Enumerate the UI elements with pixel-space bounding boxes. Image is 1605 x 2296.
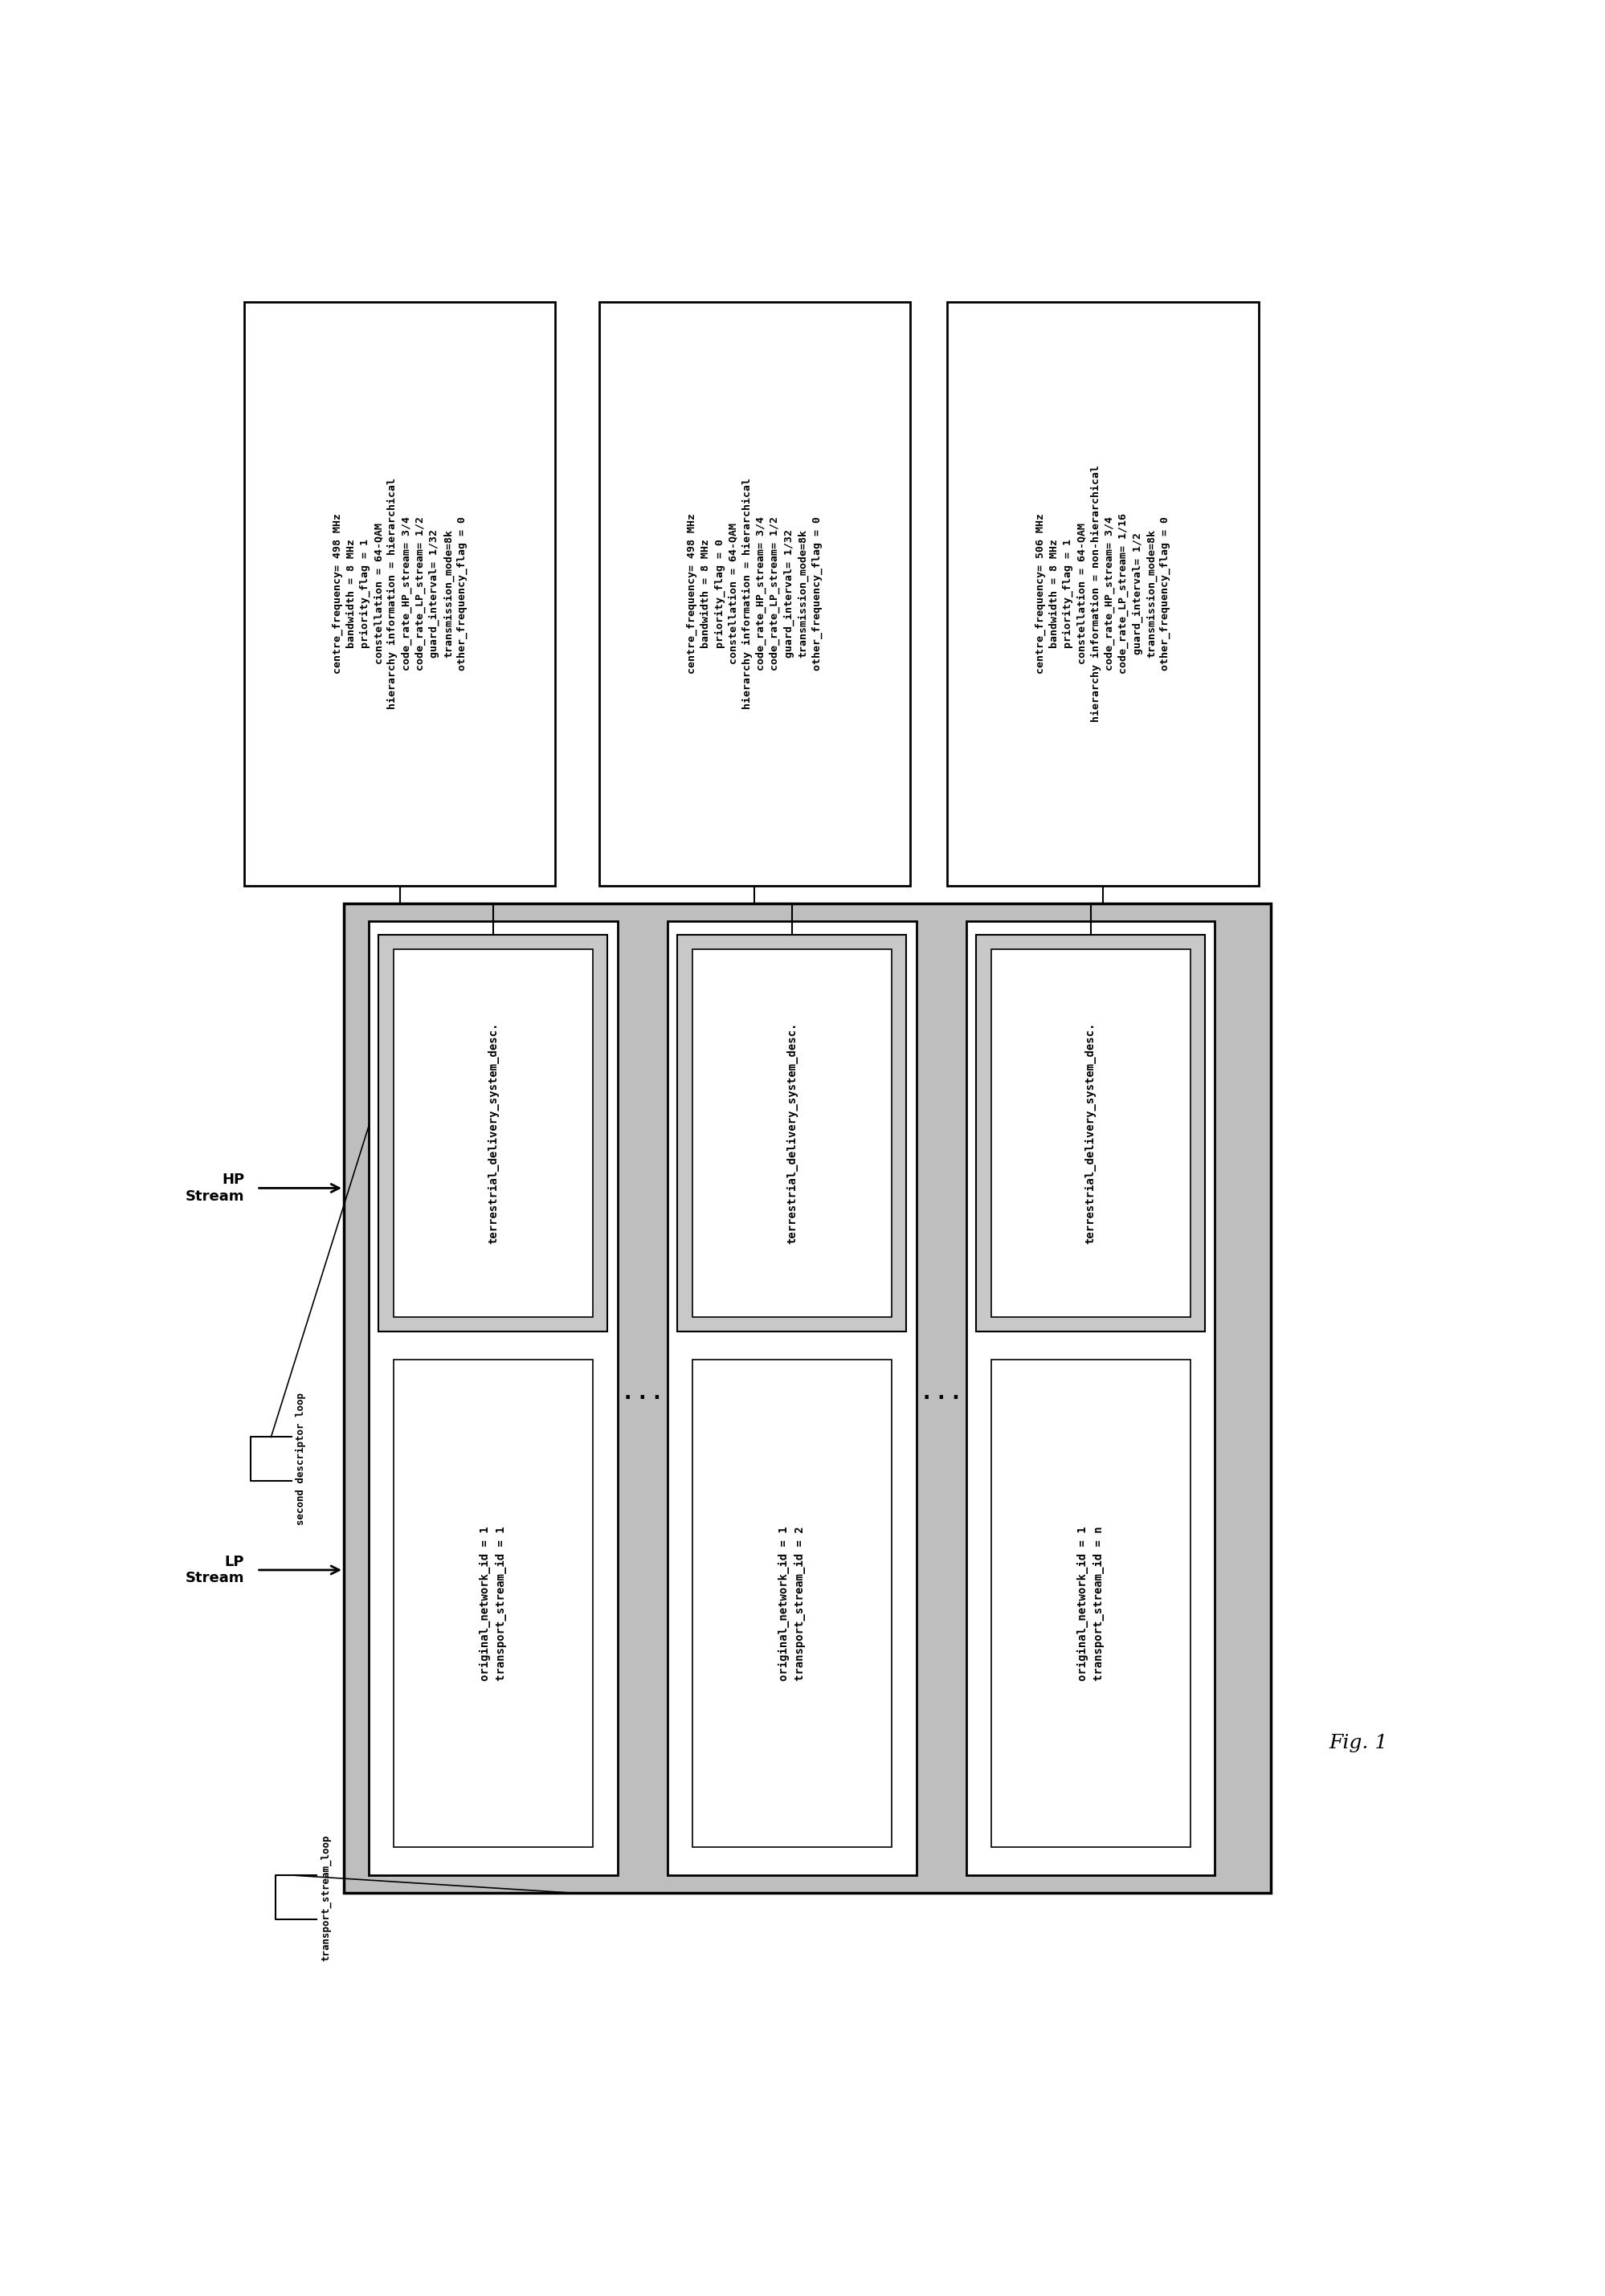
Bar <box>393 1359 592 1848</box>
Bar <box>677 934 905 1332</box>
Text: original_network_id = 1
transport_stream_id = 2: original_network_id = 1 transport_stream… <box>778 1527 806 1681</box>
Bar <box>990 948 1189 1318</box>
Text: second descriptor loop: second descriptor loop <box>295 1394 305 1525</box>
Bar <box>379 934 607 1332</box>
Text: centre_frequency= 498 MHz
bandwidth = 8 MHz
priority_flag = 0
constellation = 64: centre_frequency= 498 MHz bandwidth = 8 … <box>687 478 822 709</box>
Text: HP
Stream: HP Stream <box>185 1173 244 1203</box>
Text: · · ·: · · · <box>624 1389 661 1407</box>
Bar <box>990 1359 1189 1848</box>
Bar <box>369 921 618 1876</box>
Bar <box>966 921 1215 1876</box>
Bar <box>947 303 1258 886</box>
Text: original_network_id = 1
transport_stream_id = 1: original_network_id = 1 transport_stream… <box>480 1527 507 1681</box>
Text: centre_frequency= 506 MHz
bandwidth = 8 MHz
priority_flag = 1
constellation = 64: centre_frequency= 506 MHz bandwidth = 8 … <box>1035 466 1170 723</box>
Text: · · ·: · · · <box>923 1389 960 1407</box>
Text: transport_stream_loop: transport_stream_loop <box>319 1835 331 1961</box>
Text: terrestrial_delivery_system_desc.: terrestrial_delivery_system_desc. <box>488 1022 499 1244</box>
Text: centre_frequency= 498 MHz
bandwidth = 8 MHz
priority_flag = 1
constellation = 64: centre_frequency= 498 MHz bandwidth = 8 … <box>332 478 467 709</box>
Text: terrestrial_delivery_system_desc.: terrestrial_delivery_system_desc. <box>1085 1022 1096 1244</box>
Bar <box>668 921 916 1876</box>
Bar <box>692 1359 891 1848</box>
Bar <box>244 303 555 886</box>
Text: Fig. 1: Fig. 1 <box>1327 1733 1387 1752</box>
Bar <box>393 948 592 1318</box>
Text: original_network_id = 1
transport_stream_id = n: original_network_id = 1 transport_stream… <box>1077 1527 1104 1681</box>
Bar <box>599 303 910 886</box>
Bar <box>976 934 1204 1332</box>
Bar <box>692 948 891 1318</box>
Text: terrestrial_delivery_system_desc.: terrestrial_delivery_system_desc. <box>786 1022 798 1244</box>
Bar <box>343 902 1271 1894</box>
Text: LP
Stream: LP Stream <box>185 1554 244 1587</box>
